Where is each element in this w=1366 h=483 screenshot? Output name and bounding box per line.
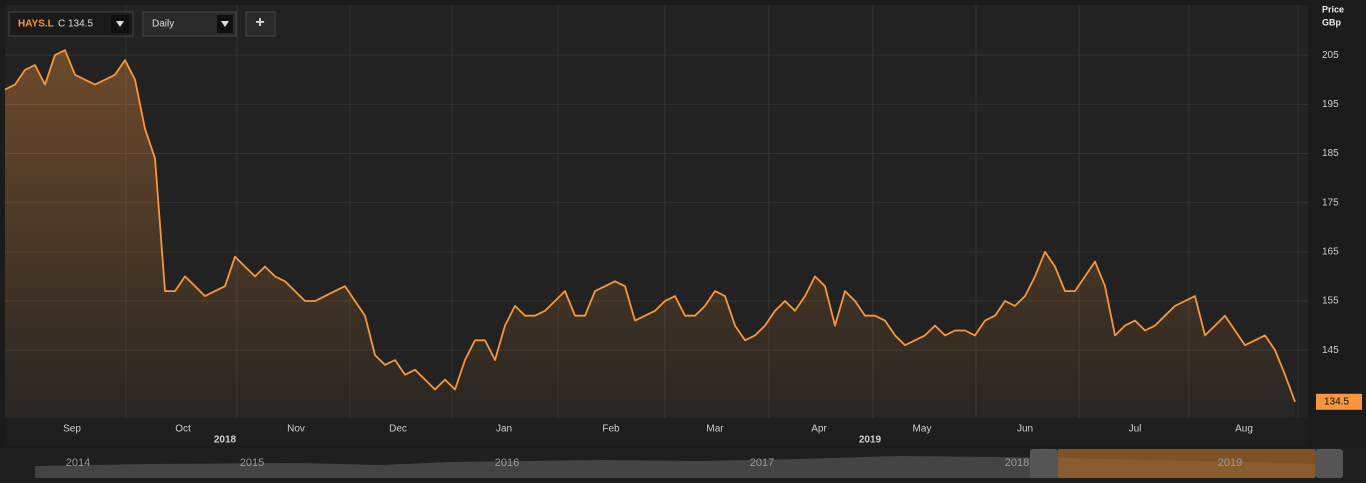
- ticker: HAYS.L: [18, 19, 54, 30]
- y-axis-title: Price: [1322, 4, 1344, 14]
- y-tick-label: 205: [1322, 50, 1339, 61]
- y-tick-label: 155: [1322, 296, 1339, 307]
- x-tick-label: Jun: [1017, 424, 1033, 435]
- x-tick-label: Aug: [1235, 424, 1253, 435]
- y-axis-unit: GBp: [1322, 17, 1342, 27]
- navigator-label: 2015: [240, 457, 264, 469]
- navigator-label: 2019: [1218, 457, 1242, 469]
- y-tick-label: 145: [1322, 345, 1339, 356]
- add-button[interactable]: [245, 11, 276, 37]
- navigator-label: 2017: [750, 457, 774, 469]
- navigator-label: 2014: [66, 457, 90, 469]
- plot: [4, 49, 1296, 418]
- x-axis-band: [5, 418, 1308, 446]
- navigator-label: 2018: [1005, 457, 1029, 469]
- x-year-label: 2018: [214, 435, 237, 446]
- last-price-label: 134.5: [1324, 396, 1349, 407]
- x-tick-label: Dec: [389, 424, 407, 435]
- x-tick-label: Jan: [496, 424, 512, 435]
- x-tick-label: Feb: [602, 424, 620, 435]
- x-tick-label: Nov: [287, 424, 305, 435]
- navigator-handle[interactable]: [1315, 449, 1343, 478]
- y-tick-label: 195: [1322, 99, 1339, 110]
- navigator-window[interactable]: [1058, 449, 1315, 478]
- navigator-area: [35, 456, 1315, 478]
- y-tick-label: 185: [1322, 148, 1339, 159]
- x-tick-label: Sep: [63, 424, 81, 435]
- last-price-badge: [1316, 393, 1362, 410]
- navigator-handle[interactable]: [1030, 449, 1058, 478]
- quote: C 134.5: [58, 19, 93, 30]
- price-line: [4, 49, 1296, 403]
- navigator-labels: 2014 2015 2016 2017 2018 2019: [66, 457, 1242, 469]
- x-tick-label: Jul: [1129, 424, 1142, 435]
- interval: Daily: [152, 19, 174, 30]
- x-tick-label: Oct: [175, 424, 191, 435]
- dropdown-arrow: [221, 21, 229, 27]
- price-area: [5, 50, 1295, 418]
- x-year-label: 2019: [859, 435, 882, 446]
- add-button-label: +: [255, 14, 264, 31]
- navigator-label: 2016: [495, 457, 519, 469]
- x-tick-label: May: [913, 424, 932, 435]
- y-tick-label: 165: [1322, 246, 1339, 257]
- y-tick-label: 175: [1322, 197, 1339, 208]
- x-tick-label: Apr: [811, 424, 827, 435]
- dropdown-arrow: [116, 21, 124, 27]
- x-tick-label: Mar: [706, 424, 724, 435]
